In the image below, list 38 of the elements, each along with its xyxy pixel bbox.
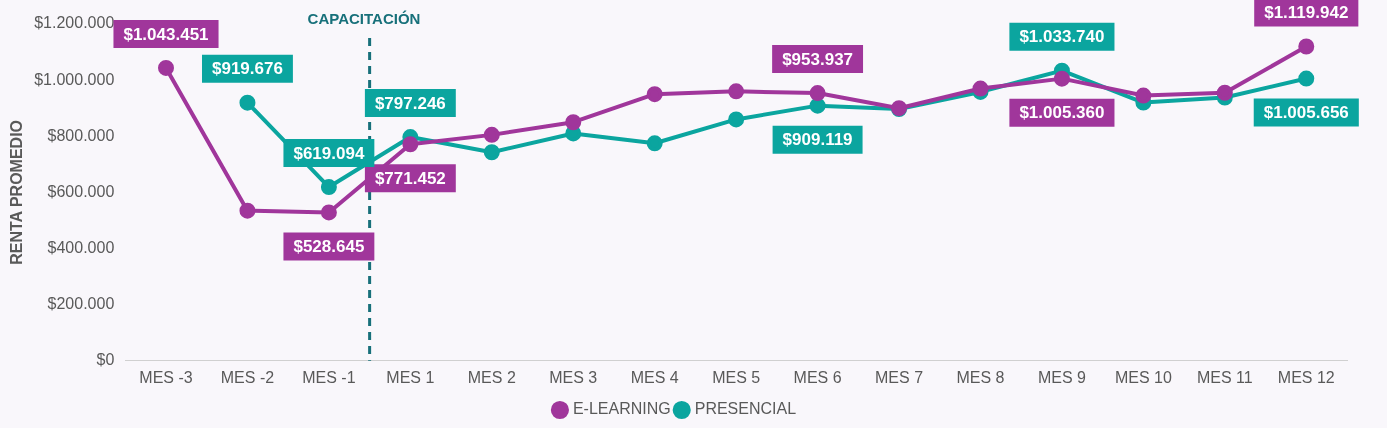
x-tick-label: MES 5 xyxy=(712,368,761,386)
y-tick-label: $200.000 xyxy=(47,295,115,313)
ref-line-label: CAPACITACIÓN xyxy=(307,10,421,28)
data-label: $771.452 xyxy=(374,168,446,188)
x-tick-label: MES 6 xyxy=(793,368,842,386)
data-label: $1.033.740 xyxy=(1019,27,1105,47)
x-tick-label: MES 10 xyxy=(1114,368,1172,386)
y-tick-label: $1.200.000 xyxy=(34,14,115,32)
y-tick-label: $0 xyxy=(96,351,115,369)
data-label: $1.119.942 xyxy=(1264,3,1349,23)
y-tick-label: $1.000.000 xyxy=(34,70,115,88)
x-tick-label: MES -2 xyxy=(220,368,275,386)
data-label: $953.937 xyxy=(782,49,854,69)
x-tick-label: MES 2 xyxy=(467,368,516,386)
data-label: $919.676 xyxy=(212,59,283,79)
x-tick-label: MES 8 xyxy=(956,368,1005,386)
data-label: $1.005.656 xyxy=(1263,103,1349,123)
x-tick-label: MES 12 xyxy=(1277,368,1335,386)
y-tick-label: $600.000 xyxy=(47,182,115,200)
legend-label: E-LEARNING xyxy=(572,400,671,418)
y-axis-title: RENTA PROMEDIO xyxy=(8,119,26,265)
x-tick-label: MES -1 xyxy=(302,368,356,386)
x-tick-label: MES 4 xyxy=(630,368,679,386)
x-tick-label: MES 3 xyxy=(549,368,598,386)
y-tick-label: $800.000 xyxy=(47,126,115,144)
y-tick-label: $400.000 xyxy=(47,238,115,256)
data-label: $797.246 xyxy=(374,93,446,113)
data-label: $1.005.360 xyxy=(1019,103,1105,123)
x-tick-label: MES 9 xyxy=(1037,368,1087,386)
data-label: $619.094 xyxy=(293,143,365,163)
x-tick-label: MES 11 xyxy=(1196,368,1253,386)
data-label: $1.043.451 xyxy=(123,24,209,44)
x-tick-label: MES 7 xyxy=(875,368,924,386)
data-label: $909.119 xyxy=(782,130,853,150)
x-tick-label: MES -3 xyxy=(139,368,193,386)
data-label: $528.645 xyxy=(293,237,365,257)
legend-label: PRESENCIAL xyxy=(694,400,797,418)
x-tick-label: MES 1 xyxy=(386,368,435,386)
